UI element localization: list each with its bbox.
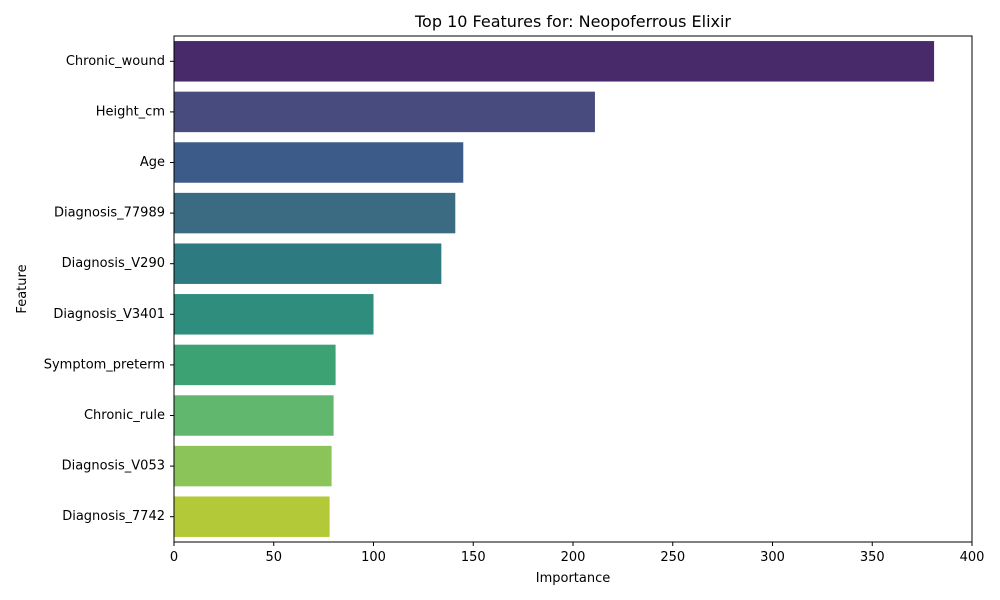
bar-diagnosis-7742 xyxy=(174,496,330,537)
bar-diagnosis-77989 xyxy=(174,192,456,234)
y-tick-label: Diagnosis_77989 xyxy=(54,206,165,221)
x-tick-label: 250 xyxy=(660,550,685,565)
y-tick-label: Height_cm xyxy=(96,104,165,119)
y-tick-label: Chronic_rule xyxy=(84,408,165,423)
x-tick-label: 150 xyxy=(461,550,486,565)
bar-diagnosis-v053 xyxy=(174,445,332,487)
y-tick-label: Symptom_preterm xyxy=(44,357,165,372)
y-tick-label: Age xyxy=(140,155,165,170)
bars-group xyxy=(174,41,935,537)
y-tick-label: Diagnosis_V053 xyxy=(62,459,165,474)
bar-diagnosis-v3401 xyxy=(174,294,374,335)
x-tick-label: 200 xyxy=(561,550,586,565)
bar-chronic-rule xyxy=(174,395,334,436)
plot-frame xyxy=(173,35,973,543)
x-axis-ticks: 0 50 100 150 200 250 300 350 400 xyxy=(170,542,985,565)
bar-symptom-preterm xyxy=(174,344,336,386)
y-tick-label: Diagnosis_V290 xyxy=(62,256,165,271)
x-axis-label: Importance xyxy=(536,571,611,586)
bar-chronic-wound xyxy=(174,41,935,82)
y-tick-label: Diagnosis_7742 xyxy=(62,509,165,524)
x-tick-label: 0 xyxy=(170,550,178,565)
x-tick-label: 350 xyxy=(860,550,885,565)
y-axis-label: Feature xyxy=(15,264,30,313)
x-tick-label: 300 xyxy=(760,550,785,565)
y-tick-label: Chronic_wound xyxy=(66,54,165,69)
x-tick-label: 400 xyxy=(960,550,985,565)
bar-age xyxy=(174,142,464,183)
chart-title: Top 10 Features for: Neopoferrous Elixir xyxy=(414,12,731,31)
x-tick-label: 50 xyxy=(265,550,282,565)
x-tick-label: 100 xyxy=(361,550,386,565)
y-axis-ticks: Chronic_wound Height_cm Age Diagnosis_77989… xyxy=(44,54,174,524)
y-tick-label: Diagnosis_V3401 xyxy=(53,307,165,322)
bar-diagnosis-v290 xyxy=(174,243,442,284)
bar-height-cm xyxy=(174,91,595,133)
